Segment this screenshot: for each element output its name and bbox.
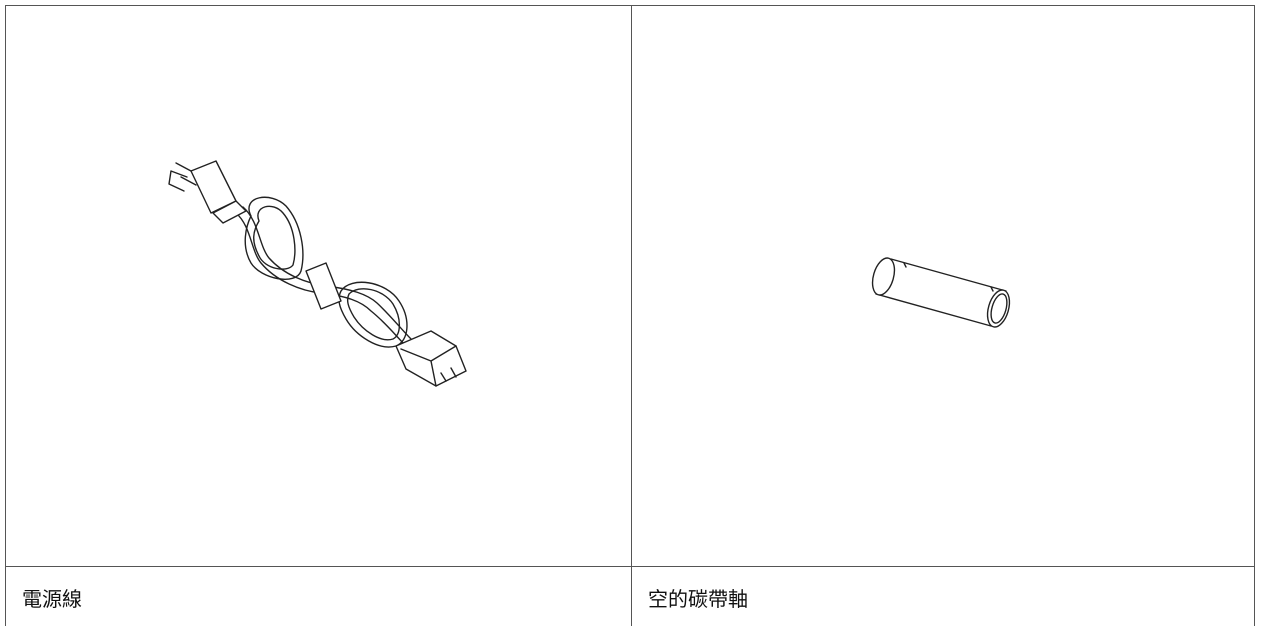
power-cord-illustration (168, 160, 467, 387)
caption-cell: 電源線 (5, 566, 632, 626)
caption: 電源線 (22, 587, 82, 611)
caption: 空的碳帶軸 (648, 587, 748, 611)
empty-ribbon-core-illustration (871, 257, 1011, 328)
image-cell (5, 5, 632, 567)
image-cell (631, 5, 1255, 567)
caption-cell: 空的碳帶軸 (631, 566, 1255, 626)
